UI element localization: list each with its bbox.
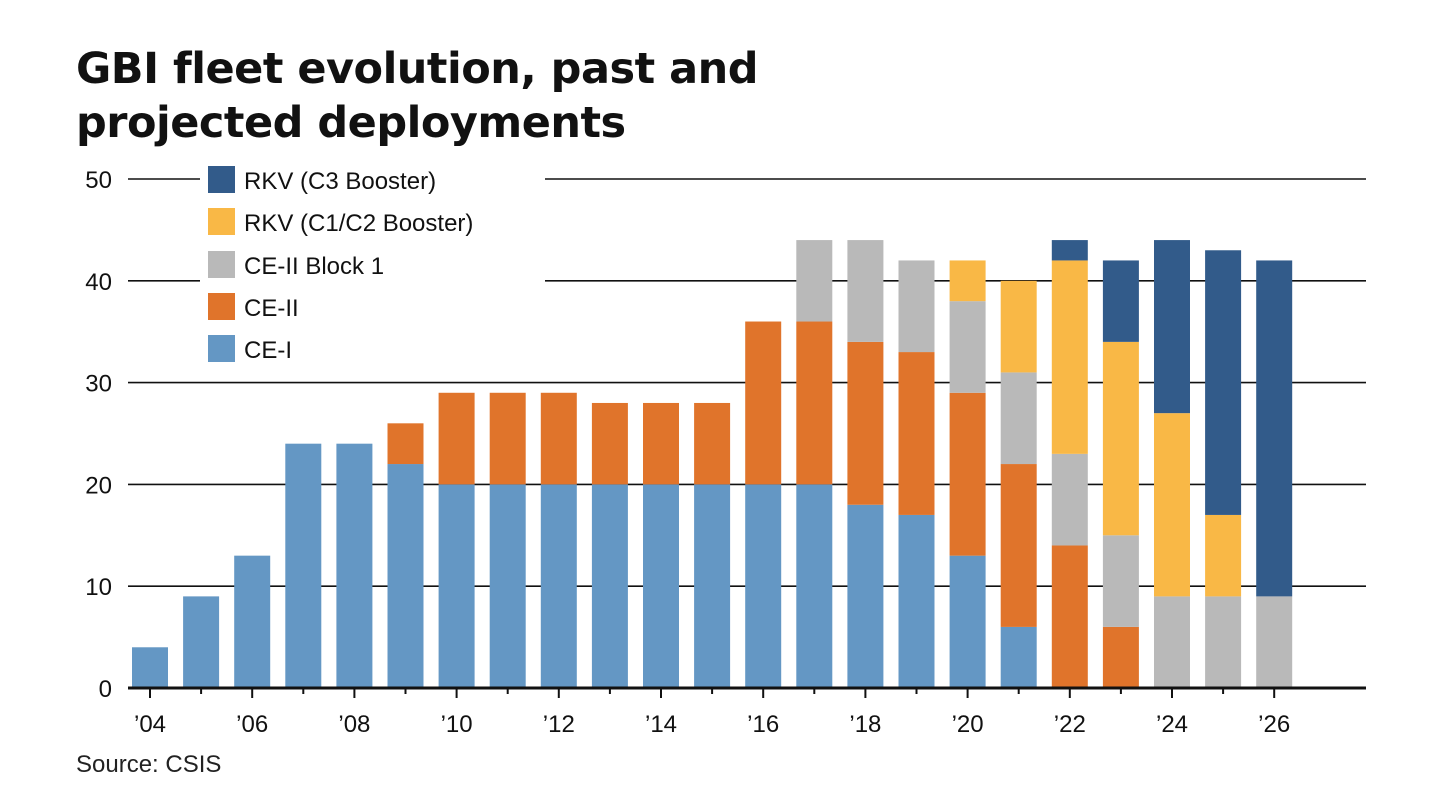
legend-label: CE-I — [244, 337, 292, 364]
y-tick-label: 30 — [85, 371, 112, 398]
y-tick-label: 40 — [85, 269, 112, 296]
bar-segment — [1051, 260, 1088, 454]
bar-segment — [694, 484, 731, 688]
bar-segment — [489, 392, 526, 485]
bar-segment — [1000, 626, 1037, 688]
bar-segment — [847, 341, 884, 505]
bar-segment — [540, 392, 577, 485]
legend-background — [200, 160, 545, 372]
bar-segment — [1102, 341, 1139, 536]
bar-segment — [234, 555, 271, 688]
bar-segment — [336, 443, 373, 688]
bars — [132, 240, 1293, 688]
x-tick-label: ’24 — [1156, 711, 1188, 738]
x-tick-label: ’06 — [236, 711, 268, 738]
legend-swatch — [208, 335, 235, 362]
bar-segment — [1205, 514, 1242, 597]
x-tick-label: ’04 — [134, 711, 166, 738]
bar-segment — [745, 321, 782, 485]
x-tick-label: ’10 — [441, 711, 473, 738]
bar-segment — [1102, 260, 1139, 342]
legend: RKV (C3 Booster) RKV (C1/C2 Booster) CE-II… — [200, 160, 545, 372]
x-tick-label: ’22 — [1054, 711, 1086, 738]
y-tick-label: 10 — [85, 574, 112, 601]
bar-segment — [847, 240, 884, 342]
legend-swatch — [208, 293, 235, 320]
bar-segment — [694, 402, 731, 485]
bar-segment — [1205, 250, 1242, 515]
bar-segment — [591, 402, 628, 485]
bar-segment — [1102, 626, 1139, 688]
source-note: Source: CSIS — [76, 751, 222, 778]
bar-segment — [1051, 545, 1088, 688]
bar-segment — [949, 260, 986, 302]
bar-segment — [1000, 280, 1037, 373]
bar-segment — [387, 464, 424, 688]
chart-title: GBI fleet evolution, past and projected … — [76, 44, 759, 148]
x-tick-label: ’12 — [543, 711, 575, 738]
bar-segment — [387, 423, 424, 465]
bar-segment — [847, 504, 884, 688]
bar-segment — [1102, 535, 1139, 627]
y-tick-label: 50 — [85, 167, 112, 194]
bar-segment — [540, 484, 577, 688]
x-tick-label: ’26 — [1258, 711, 1290, 738]
y-tick-label: 0 — [99, 676, 112, 703]
x-tick-label: ’16 — [747, 711, 779, 738]
bar-segment — [438, 392, 475, 485]
bar-segment — [949, 392, 986, 556]
bar-segment — [132, 647, 168, 688]
y-tick-label: 20 — [85, 472, 112, 499]
legend-label: RKV (C1/C2 Booster) — [244, 210, 473, 237]
legend-label: CE-II — [244, 295, 299, 322]
axes: 0 10 20 30 40 50 ’04 ’06 ’08 ’10 ’12 ’14 ’16 ’18 ’20 ’2… — [85, 167, 1366, 738]
bar-segment — [183, 596, 220, 688]
bar-segment — [949, 301, 986, 393]
bar-segment — [1051, 240, 1088, 261]
bar-segment — [1000, 464, 1037, 627]
x-tick-label: ’20 — [952, 711, 984, 738]
bar-segment — [898, 514, 935, 688]
x-tick-label: ’18 — [849, 711, 881, 738]
bar-segment — [1051, 453, 1088, 546]
bar-segment — [591, 484, 628, 688]
bar-segment — [1205, 596, 1242, 688]
bar-segment — [796, 240, 833, 322]
bar-segment — [898, 260, 935, 353]
bar-segment — [1154, 240, 1190, 414]
bar-segment — [796, 321, 833, 485]
legend-swatch — [208, 208, 235, 235]
bar-segment — [796, 484, 833, 688]
bar-segment — [745, 484, 782, 688]
bar-segment — [1000, 372, 1037, 465]
bar-segment — [643, 484, 679, 688]
bar-segment — [1256, 596, 1293, 688]
bar-segment — [438, 484, 475, 688]
bar-segment — [1154, 596, 1190, 688]
legend-swatch — [208, 251, 235, 278]
bar-segment — [898, 352, 935, 515]
bar-segment — [643, 402, 679, 485]
bar-segment — [949, 555, 986, 688]
x-tick-label: ’08 — [338, 711, 370, 738]
bar-segment — [285, 443, 322, 688]
legend-label: RKV (C3 Booster) — [244, 168, 436, 195]
legend-swatch — [208, 166, 235, 193]
legend-label: CE-II Block 1 — [244, 253, 384, 280]
bar-segment — [489, 484, 526, 688]
x-tick-label: ’14 — [645, 711, 677, 738]
bar-segment — [1154, 413, 1190, 597]
bar-segment — [1256, 260, 1293, 597]
